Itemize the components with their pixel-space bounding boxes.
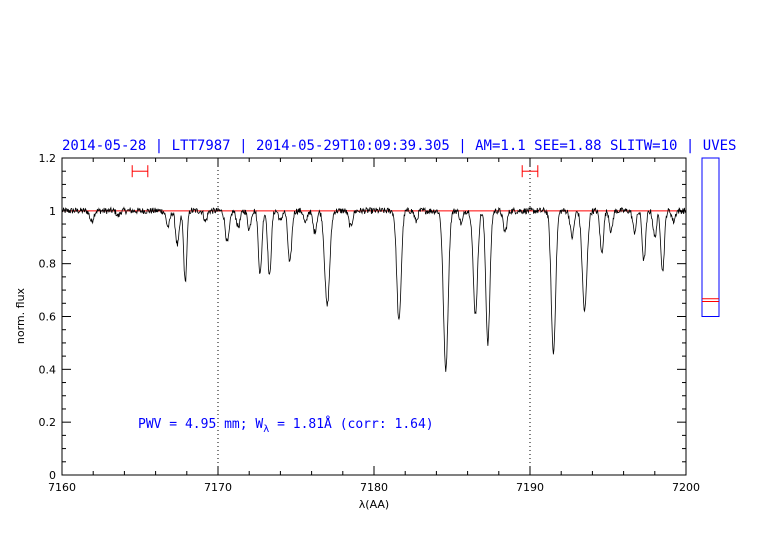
chart-header: 2014-05-28 | LTT7987 | 2014-05-29T10:09:…: [62, 138, 736, 154]
pwv-subscript: λ: [263, 424, 269, 435]
x-axis-label: λ(AA): [359, 498, 389, 511]
y-tick-label: 0.6: [39, 311, 57, 324]
header-separator-4: |: [686, 138, 694, 154]
y-tick-label: 1: [49, 205, 56, 218]
header-timestamp: 2014-05-29T10:09:39.305: [256, 138, 450, 154]
header-separator-2: |: [239, 138, 247, 154]
x-tick-label: 7180: [360, 481, 388, 494]
y-tick-label: 0: [49, 469, 56, 482]
spectrum-line: [61, 206, 687, 372]
pwv-suffix: = 1.81Å (corr: 1.64): [269, 416, 433, 432]
header-separator-3: |: [458, 138, 466, 154]
y-tick-label: 0.2: [39, 416, 57, 429]
y-tick-label: 1.2: [39, 152, 57, 165]
x-tick-label: 7170: [204, 481, 232, 494]
y-tick-label: 0.8: [39, 258, 57, 271]
x-tick-label: 7200: [672, 481, 700, 494]
side-panel: [701, 157, 720, 317]
x-tick-label: 7190: [516, 481, 544, 494]
header-separator-1: |: [155, 138, 163, 154]
pwv-annotation: PWV = 4.95 mm; Wλ = 1.81Å (corr: 1.64): [138, 416, 434, 435]
header-slit-width: SLITW=10: [610, 138, 677, 154]
plot-frame: [61, 157, 687, 476]
header-seeing: SEE=1.88: [534, 138, 601, 154]
plot-area: 7160 7170 7180 7190 7200 0 0.2 0.4 0.6 0.8 1 1.2: [39, 152, 701, 494]
header-date: 2014-05-28: [62, 138, 146, 154]
side-panel-box: [701, 157, 720, 317]
pwv-prefix: PWV = 4.95 mm; W: [138, 417, 263, 432]
y-tick-label: 0.4: [39, 363, 57, 376]
header-instrument: UVES: [703, 138, 737, 154]
y-axis-label: norm. flux: [14, 287, 27, 344]
header-airmass: AM=1.1: [475, 138, 526, 154]
x-tick-label: 7160: [48, 481, 76, 494]
header-star: LTT7987: [172, 138, 231, 154]
